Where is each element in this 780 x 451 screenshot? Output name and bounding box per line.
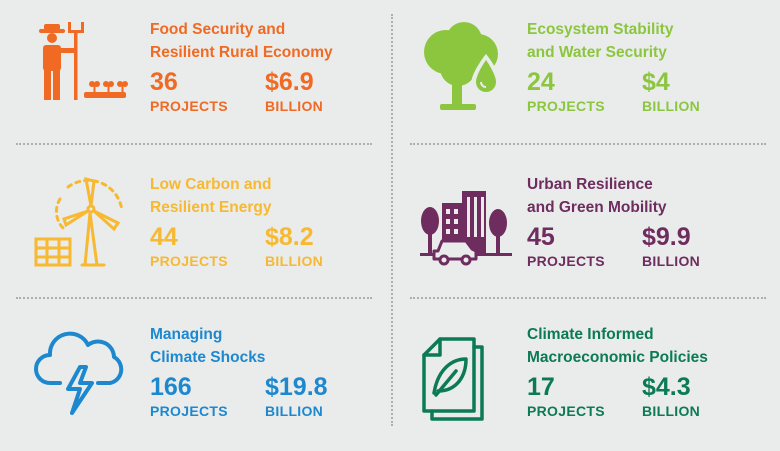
- card-title: Food Security and Resilient Rural Econom…: [150, 21, 333, 61]
- projects-count: 44: [150, 223, 178, 251]
- amount-label: BILLION: [642, 403, 701, 419]
- card-title: Climate Informed Macroeconomic Policies: [527, 326, 708, 366]
- card-ecosystem-stability: Ecosystem Stability and Water Security 2…: [390, 0, 780, 146]
- leaf-document-icon: [416, 323, 516, 423]
- amount-label: BILLION: [265, 98, 324, 114]
- horizontal-divider: [410, 297, 766, 299]
- projects-label: PROJECTS: [150, 98, 228, 114]
- projects-label: PROJECTS: [527, 253, 605, 269]
- card-macroeconomic-policies: Climate Informed Macroeconomic Policies …: [390, 305, 780, 451]
- projects-label: PROJECTS: [527, 403, 605, 419]
- amount-value: $9.9: [642, 223, 691, 251]
- tree-water-drop-icon: [416, 18, 516, 118]
- amount-value: $8.2: [265, 223, 314, 251]
- projects-count: 24: [527, 68, 555, 96]
- vertical-divider: [391, 14, 393, 426]
- projects-count: 166: [150, 373, 192, 401]
- amount-label: BILLION: [265, 403, 324, 419]
- horizontal-divider: [16, 143, 372, 145]
- projects-count: 17: [527, 373, 555, 401]
- card-title: Urban Resilience and Green Mobility: [527, 176, 667, 216]
- projects-label: PROJECTS: [150, 253, 228, 269]
- projects-count: 36: [150, 68, 178, 96]
- city-car-icon: [416, 173, 516, 273]
- storm-cloud-icon: [30, 323, 130, 423]
- card-urban-resilience: Urban Resilience and Green Mobility 45 P…: [390, 155, 780, 301]
- amount-label: BILLION: [642, 98, 701, 114]
- card-low-carbon: Low Carbon and Resilient Energy 44 PROJE…: [0, 155, 390, 301]
- card-climate-shocks: Managing Climate Shocks 166 PROJECTS $19…: [0, 305, 390, 451]
- amount-label: BILLION: [642, 253, 701, 269]
- amount-value: $4.3: [642, 373, 691, 401]
- farmer-icon: [30, 18, 130, 118]
- wind-turbine-solar-icon: [30, 173, 130, 273]
- amount-value: $19.8: [265, 373, 328, 401]
- amount-label: BILLION: [265, 253, 324, 269]
- card-food-security: Food Security and Resilient Rural Econom…: [0, 0, 390, 146]
- card-title: Ecosystem Stability and Water Security: [527, 21, 674, 61]
- card-title: Managing Climate Shocks: [150, 326, 266, 366]
- horizontal-divider: [410, 143, 766, 145]
- projects-label: PROJECTS: [150, 403, 228, 419]
- card-title: Low Carbon and Resilient Energy: [150, 176, 272, 216]
- projects-count: 45: [527, 223, 555, 251]
- projects-label: PROJECTS: [527, 98, 605, 114]
- amount-value: $4: [642, 68, 670, 96]
- horizontal-divider: [16, 297, 372, 299]
- amount-value: $6.9: [265, 68, 314, 96]
